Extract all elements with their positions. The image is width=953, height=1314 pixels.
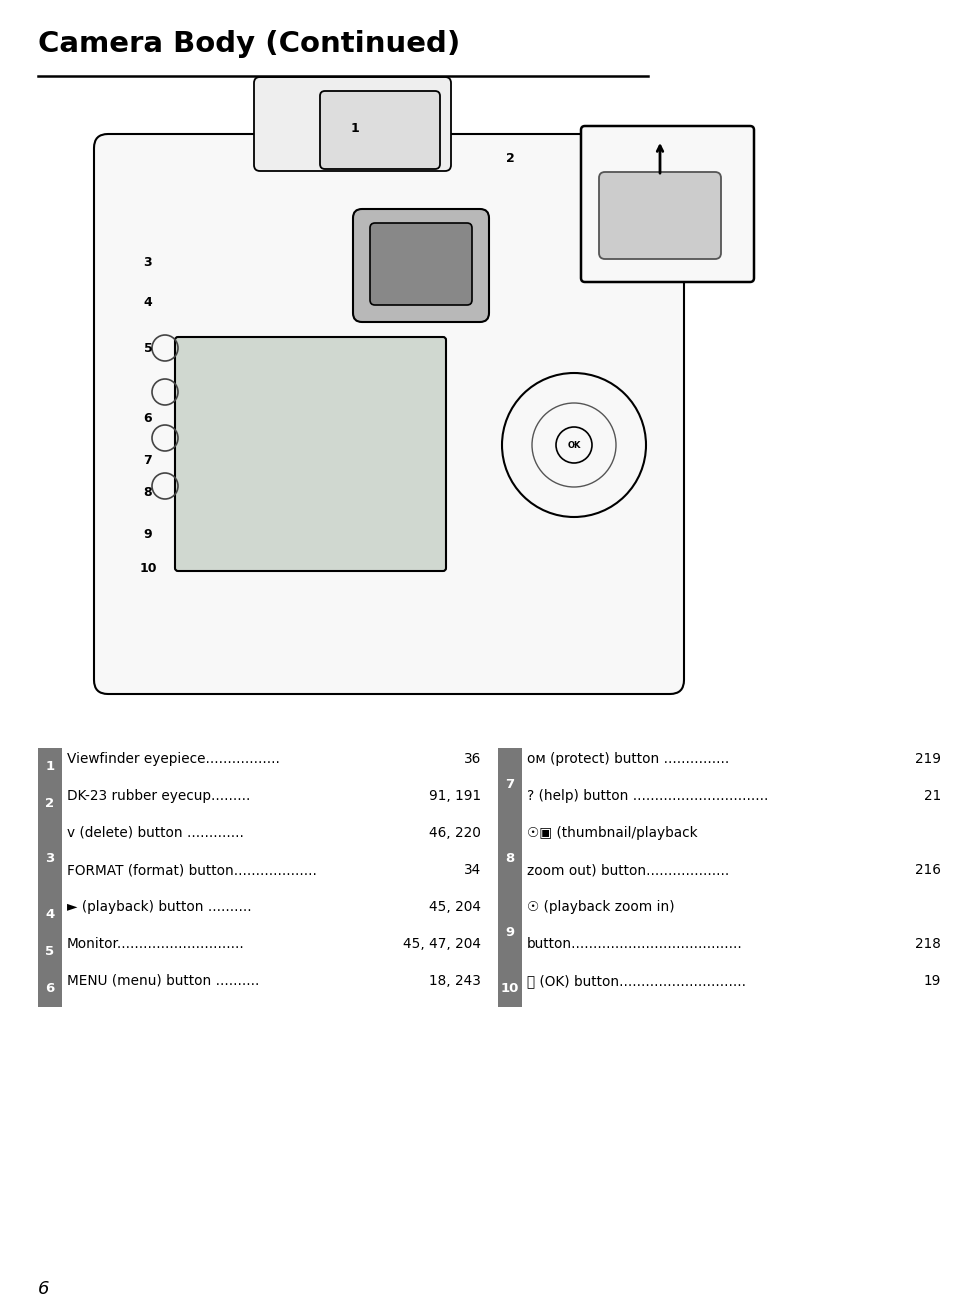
Text: Camera Body (Continued): Camera Body (Continued) — [38, 30, 459, 58]
Text: 1: 1 — [351, 121, 359, 134]
Text: 46, 220: 46, 220 — [429, 827, 480, 840]
Text: 3: 3 — [144, 255, 152, 268]
Bar — [38, 933, 62, 970]
FancyBboxPatch shape — [253, 78, 451, 171]
Bar — [497, 748, 521, 823]
Text: Ⓢ (OK) button.............................: Ⓢ (OK) button...........................… — [526, 974, 745, 988]
Text: 7: 7 — [144, 453, 152, 466]
Text: 7: 7 — [505, 778, 514, 791]
Text: 6: 6 — [46, 982, 54, 995]
Text: 1: 1 — [46, 759, 54, 773]
Text: 34: 34 — [463, 863, 480, 876]
FancyBboxPatch shape — [353, 209, 489, 322]
Bar — [38, 748, 62, 784]
Text: ᴏᴍ (protect) button ...............: ᴏᴍ (protect) button ............... — [526, 752, 728, 766]
FancyBboxPatch shape — [598, 172, 720, 259]
Text: button.......................................: button..................................… — [526, 937, 742, 951]
Text: 3: 3 — [46, 853, 54, 866]
Text: 10: 10 — [500, 982, 518, 995]
Bar — [38, 823, 62, 896]
Bar — [38, 896, 62, 933]
Text: 218: 218 — [914, 937, 940, 951]
Text: 36: 36 — [463, 752, 480, 766]
Text: FORMAT (format) button...................: FORMAT (format) button..................… — [67, 863, 316, 876]
Text: 8: 8 — [144, 485, 152, 498]
FancyBboxPatch shape — [370, 223, 472, 305]
Text: 10: 10 — [139, 561, 156, 574]
Bar — [497, 823, 521, 896]
Text: 2: 2 — [505, 151, 514, 164]
Text: 18, 243: 18, 243 — [429, 974, 480, 988]
Text: 5: 5 — [46, 945, 54, 958]
Text: 45, 47, 204: 45, 47, 204 — [402, 937, 480, 951]
FancyBboxPatch shape — [94, 134, 683, 694]
FancyBboxPatch shape — [319, 91, 439, 170]
Text: ? (help) button ...............................: ? (help) button ........................… — [526, 788, 767, 803]
Text: zoom out) button...................: zoom out) button................... — [526, 863, 728, 876]
FancyBboxPatch shape — [174, 336, 446, 572]
Text: ☉▣ (thumbnail/playback: ☉▣ (thumbnail/playback — [526, 827, 697, 840]
Text: 6: 6 — [144, 411, 152, 424]
Text: DK-23 rubber eyecup.........: DK-23 rubber eyecup......... — [67, 788, 254, 803]
Text: 6: 6 — [38, 1280, 50, 1298]
Bar — [38, 970, 62, 1007]
Text: 9: 9 — [505, 926, 514, 940]
Text: 216: 216 — [914, 863, 940, 876]
Text: OK: OK — [567, 440, 580, 449]
Text: 19: 19 — [923, 974, 940, 988]
Text: ᴠ (delete) button .............: ᴠ (delete) button ............. — [67, 827, 244, 840]
Text: 9: 9 — [144, 528, 152, 541]
Text: 91, 191: 91, 191 — [429, 788, 480, 803]
Text: 45, 204: 45, 204 — [429, 900, 480, 915]
Text: 219: 219 — [914, 752, 940, 766]
FancyBboxPatch shape — [580, 126, 753, 283]
Text: 4: 4 — [46, 908, 54, 921]
Bar — [497, 970, 521, 1007]
Bar — [497, 896, 521, 970]
Text: Monitor.............................: Monitor............................. — [67, 937, 245, 951]
Text: ► (playback) button ..........: ► (playback) button .......... — [67, 900, 252, 915]
Text: 8: 8 — [505, 853, 514, 866]
Text: 2: 2 — [46, 798, 54, 809]
Text: 21: 21 — [923, 788, 940, 803]
Text: 4: 4 — [144, 296, 152, 309]
Text: Viewfinder eyepiece.................: Viewfinder eyepiece................. — [67, 752, 279, 766]
Text: MENU (menu) button ..........: MENU (menu) button .......... — [67, 974, 259, 988]
Text: 5: 5 — [144, 342, 152, 355]
Text: ☉ (playback zoom in): ☉ (playback zoom in) — [526, 900, 674, 915]
Bar — [38, 784, 62, 823]
